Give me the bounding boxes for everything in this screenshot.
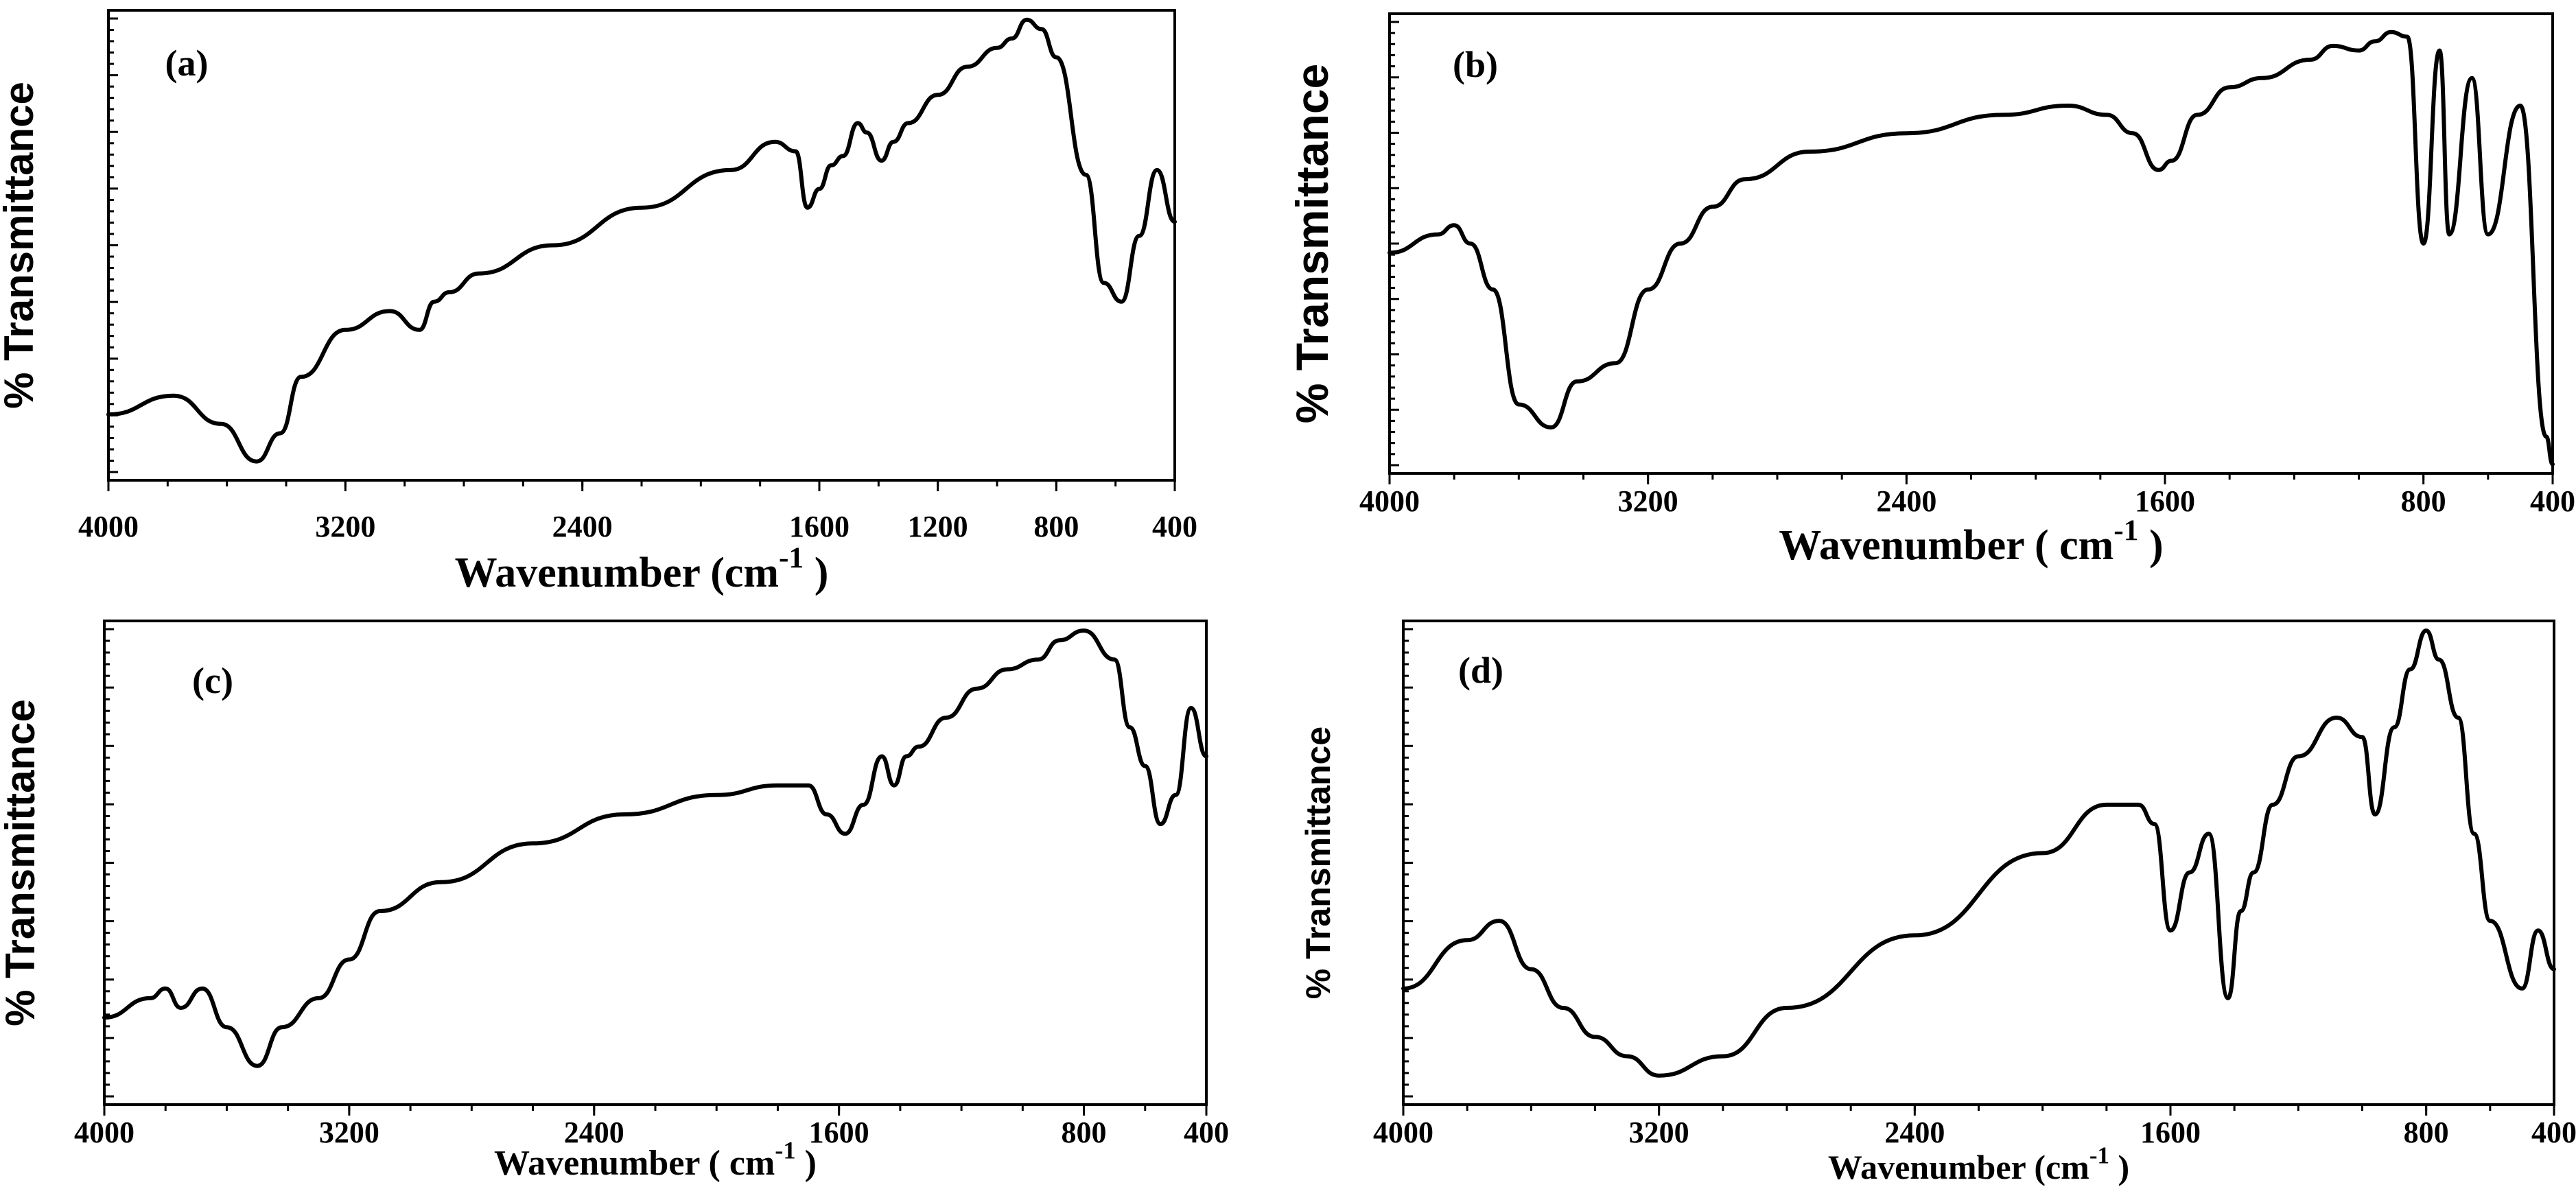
panel-d-label: (d) xyxy=(1458,650,1503,691)
panel-d-xtick-label: 1600 xyxy=(2140,1116,2201,1149)
panel-c-ylabel: % Transmittance xyxy=(0,699,43,1026)
panel-c-spectrum-line xyxy=(102,628,1208,1068)
panel-a-xtick-label: 2400 xyxy=(552,510,613,543)
panel-b-xtick-label: 4000 xyxy=(1359,484,1420,518)
panel-b-ylabel: % Transmittance xyxy=(1287,64,1337,424)
panel-a-xtick-label: 4000 xyxy=(78,510,139,543)
panel-a-xtick-label: 1600 xyxy=(789,510,850,543)
panel-d-xlabel: Wavenumber (cm-1 ) xyxy=(1828,1142,2129,1187)
panel-c-xtick-label: 1600 xyxy=(809,1116,869,1149)
panel-a-frame xyxy=(107,9,1176,482)
panel-c: 4000 3200 2400 1600 800 400 (c) Wavenumber ( cm… xyxy=(0,620,1229,1183)
panel-b-xtick-label: 3200 xyxy=(1618,484,1678,518)
panel-b-xtick-label: 1600 xyxy=(2135,484,2195,518)
panel-c-xlabel: Wavenumber ( cm-1 ) xyxy=(494,1137,817,1183)
panel-d-xtick-label: 400 xyxy=(2531,1116,2576,1149)
panel-a-xtick-label: 3200 xyxy=(315,510,375,543)
panel-b-xlabel: Wavenumber ( cm-1 ) xyxy=(1779,514,2163,569)
panel-c-xtick-label: 3200 xyxy=(319,1116,379,1149)
panel-d-ylabel: % Transmittance xyxy=(1299,727,1337,999)
panel-a-xtick-label: 800 xyxy=(1033,510,1079,543)
panel-d-xtick-label: 800 xyxy=(2404,1116,2449,1149)
panel-b-label: (b) xyxy=(1453,44,1498,85)
panel-a-spectrum-line xyxy=(106,17,1177,464)
panel-c-xtick-label: 800 xyxy=(1062,1116,1107,1149)
panel-a: 4000 3200 2400 1600 1200 800 400 (a) Wavenumber … xyxy=(0,9,1197,596)
panel-b-xtick-label: 2400 xyxy=(1876,484,1936,518)
panel-b-xtick-label: 800 xyxy=(2401,484,2446,518)
panel-d: 4000 3200 2400 1600 800 400 (d) Wavenumber (cm-… xyxy=(1299,620,2576,1187)
panel-b-xtick-label: 400 xyxy=(2530,484,2575,518)
panel-a-label: (a) xyxy=(165,43,209,84)
panel-a-xlabel: Wavenumber (cm-1 ) xyxy=(455,541,829,596)
panel-d-frame xyxy=(1402,620,2555,1106)
panel-d-spectrum-line xyxy=(1401,628,2556,1078)
panel-d-xtick-label: 4000 xyxy=(1373,1116,1433,1149)
panel-b: 4000 3200 2400 1600 800 400 (b) Wavenumber ( cm… xyxy=(1287,12,2575,569)
panel-d-xtick-label: 3200 xyxy=(1629,1116,1689,1149)
panel-c-xtick-label: 2400 xyxy=(564,1116,624,1149)
panel-c-label: (c) xyxy=(192,660,233,701)
panel-c-frame xyxy=(103,620,1208,1106)
panel-c-xtick-label: 4000 xyxy=(74,1116,134,1149)
panel-d-xtick-label: 2400 xyxy=(1884,1116,1945,1149)
panel-a-xtick-label: 1200 xyxy=(908,510,968,543)
panel-a-xtick-label: 400 xyxy=(1152,510,1197,543)
panel-b-spectrum-line xyxy=(1387,30,2555,467)
panel-a-ylabel: % Transmittance xyxy=(0,82,42,409)
panel-c-xtick-label: 400 xyxy=(1184,1116,1229,1149)
